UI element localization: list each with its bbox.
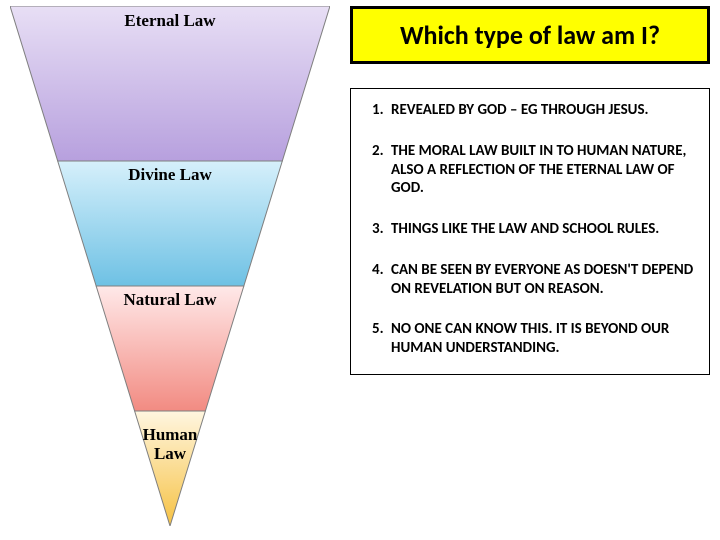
right-column: Which type of law am I? REVEALED BY GOD …: [350, 6, 710, 375]
definition-item: THE MORAL LAW BUILT IN TO HUMAN NATURE, …: [387, 142, 699, 198]
definition-item: CAN BE SEEN BY EVERYONE AS DOESN'T DEPEN…: [387, 261, 699, 299]
definitions-box: REVEALED BY GOD – EG THROUGH JESUS. THE M…: [350, 88, 710, 375]
triangle-band-label: Natural Law: [10, 291, 330, 310]
definitions-list: REVEALED BY GOD – EG THROUGH JESUS. THE M…: [361, 101, 699, 358]
triangle-band-label: Divine Law: [10, 166, 330, 185]
title-box: Which type of law am I?: [350, 6, 710, 64]
definition-item: THINGS LIKE THE LAW AND SCHOOL RULES.: [387, 220, 699, 239]
definition-item: REVEALED BY GOD – EG THROUGH JESUS.: [387, 101, 699, 120]
definition-item: NO ONE CAN KNOW THIS. IT IS BEYOND OUR H…: [387, 320, 699, 358]
triangle-band-label: HumanLaw: [10, 426, 330, 463]
triangle-diagram: Eternal Law Divine Law Natural Law HumanLaw: [0, 0, 340, 540]
triangle-band-label: Eternal Law: [10, 12, 330, 31]
